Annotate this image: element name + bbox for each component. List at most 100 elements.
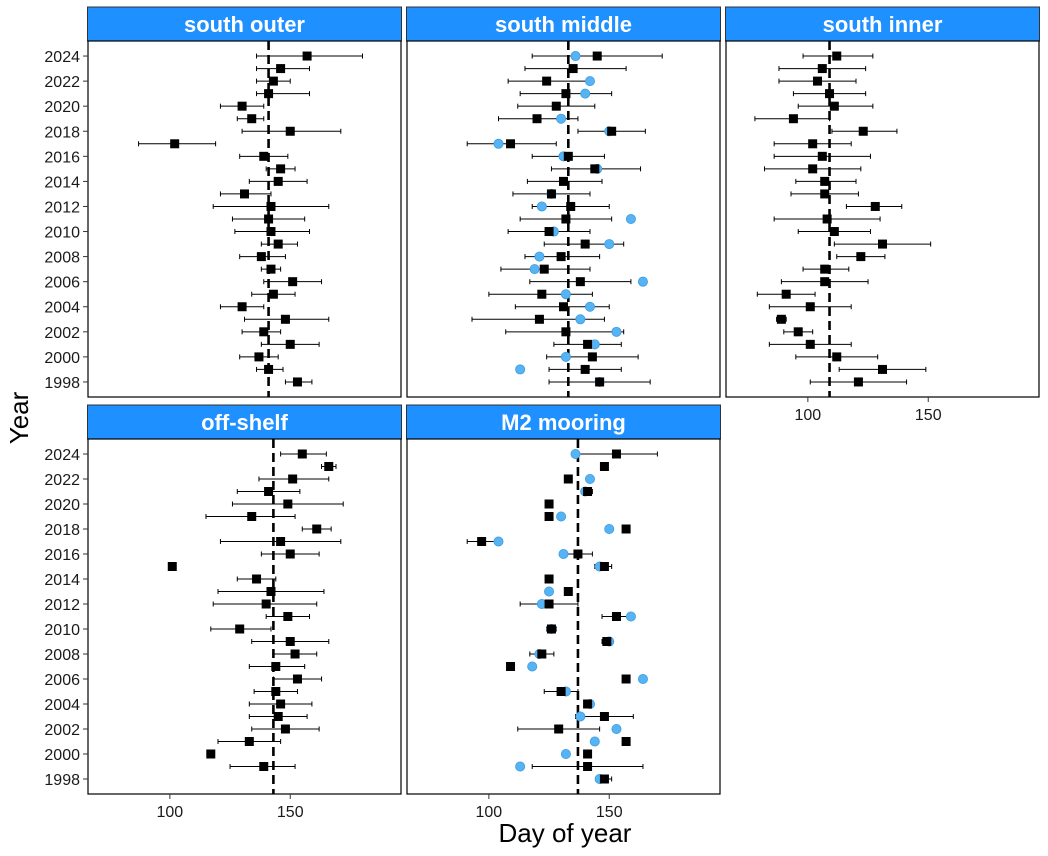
square-point [820, 176, 830, 186]
square-point [264, 89, 274, 99]
panel-strip [87, 404, 402, 440]
square-point [259, 151, 269, 161]
blue-point [637, 674, 648, 685]
square-point [266, 227, 276, 237]
blue-point [544, 586, 555, 597]
panel-title: south outer [184, 12, 305, 37]
square-point [276, 64, 286, 74]
blue-point [625, 213, 636, 224]
square-point [820, 277, 830, 287]
blue-point [575, 711, 586, 722]
y-tick-label: 2008 [44, 250, 80, 267]
x-tick-label: 100 [476, 804, 503, 821]
square-point [506, 662, 516, 671]
y-tick-label: 2018 [44, 124, 80, 141]
blue-point [611, 326, 622, 337]
y-tick-label: 2024 [44, 49, 80, 66]
square-point [793, 327, 803, 337]
blue-point [584, 76, 595, 87]
square-point [621, 524, 631, 534]
panel-strip [406, 404, 721, 440]
x-tick-label: 150 [277, 804, 304, 821]
square-point [276, 537, 286, 546]
square-point [805, 339, 815, 349]
square-point [580, 364, 590, 374]
square-point [477, 537, 487, 546]
square-point [167, 562, 177, 571]
panel-strip [87, 6, 402, 42]
panel-title: off-shelf [201, 410, 288, 435]
square-point [583, 699, 593, 709]
square-point [544, 499, 554, 509]
square-point [252, 574, 262, 584]
square-point [781, 289, 791, 299]
square-point [254, 352, 264, 362]
panel-title: M2 mooring [501, 410, 626, 435]
square-point [611, 612, 621, 621]
square-point [264, 487, 274, 496]
square-point [566, 201, 576, 211]
y-tick-label: 2010 [44, 225, 80, 242]
square-point [829, 227, 839, 237]
square-point [621, 737, 631, 746]
square-point [563, 587, 573, 596]
square-point [607, 126, 617, 136]
square-point [285, 637, 295, 646]
panel-frame [87, 438, 402, 795]
square-point [324, 462, 334, 471]
square-point [297, 449, 307, 459]
square-point [288, 474, 298, 484]
panel-strip [406, 6, 721, 42]
square-point [587, 352, 597, 362]
blue-point [570, 51, 581, 62]
square-point [878, 364, 887, 374]
square-point [247, 114, 257, 124]
square-point [283, 499, 293, 509]
y-tick-label: 2000 [44, 747, 80, 764]
square-point [532, 114, 542, 124]
blue-point [560, 351, 571, 362]
square-point [611, 449, 621, 459]
square-point [878, 239, 887, 249]
x-tick-label: 150 [915, 407, 942, 424]
blue-point [584, 473, 595, 484]
blue-point [493, 138, 504, 149]
panel-title: south middle [495, 12, 632, 37]
panel-south-outer: south outer 1998 2000 2002 2004 2006 2008 2010 2… [44, 6, 402, 398]
square-point [170, 139, 180, 149]
square-point [534, 314, 544, 324]
square-point [266, 264, 276, 274]
square-point [870, 201, 880, 211]
square-point [602, 637, 612, 646]
square-point [266, 201, 276, 211]
blue-point [560, 289, 571, 300]
blue-point [625, 611, 636, 622]
square-point [817, 64, 827, 74]
y-tick-label: 2020 [44, 497, 80, 514]
square-point [805, 302, 815, 312]
square-point [271, 662, 281, 671]
square-point [237, 101, 247, 111]
blue-point [560, 749, 571, 760]
square-point [259, 762, 269, 771]
blue-point [604, 239, 615, 250]
square-point [776, 314, 786, 324]
square-point [285, 549, 295, 559]
y-tick-label: 2016 [44, 149, 80, 166]
x-tick-label: 100 [795, 407, 822, 424]
square-point [206, 749, 216, 759]
square-point [590, 164, 600, 174]
square-point [544, 512, 554, 521]
square-point [580, 239, 590, 249]
panel-frame [725, 40, 1040, 398]
blue-point [604, 524, 615, 535]
square-point [573, 549, 583, 559]
square-point [506, 139, 516, 149]
square-point [817, 151, 827, 161]
blue-point [515, 364, 526, 375]
blue-point [580, 88, 591, 99]
square-point [264, 214, 274, 224]
y-tick-label: 2006 [44, 275, 80, 292]
square-point [575, 277, 585, 287]
